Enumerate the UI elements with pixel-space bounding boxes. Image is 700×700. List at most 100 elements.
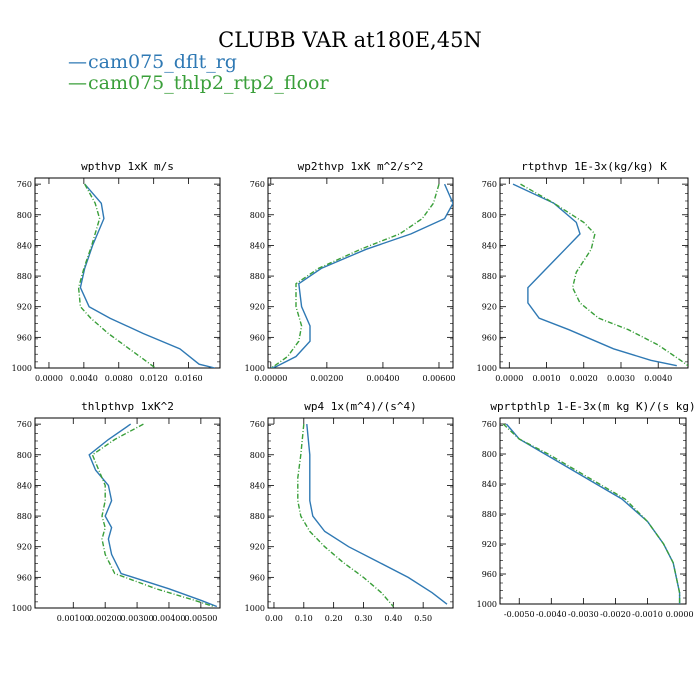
plot-frame (34, 417, 221, 609)
y-tick-label: 1000 (12, 364, 32, 373)
panel-title: wp2thvp 1xK m^2/s^2 (298, 160, 424, 173)
x-tick-label: 0.0040 (70, 374, 98, 383)
x-tick-label: 0.30 (355, 614, 373, 623)
y-tick-label: 960 (482, 570, 497, 579)
y-tick-label: 1000 (477, 364, 497, 373)
y-tick-label: 960 (250, 573, 265, 582)
y-tick-label: 760 (17, 180, 32, 189)
panel-1: wpthvp 1xK m/s76080084088092096010000.00… (12, 160, 221, 383)
panel-title: wprtpthlp 1-E-3x(m kg K)/(s kg) (490, 400, 695, 413)
legend-entry-dflt: —cam075_dflt_rg (68, 51, 237, 73)
plot-frame (499, 417, 687, 605)
y-tick-label: 880 (17, 512, 32, 521)
x-tick-label: 0.00200 (310, 374, 343, 383)
y-tick-label: 920 (482, 303, 497, 312)
plot-frame (267, 177, 454, 369)
y-tick-label: 760 (17, 420, 32, 429)
panel-title: rtpthvp 1E-3x(kg/kg) K (521, 160, 667, 173)
y-tick-label: 760 (250, 180, 265, 189)
y-tick-label: 920 (17, 543, 32, 552)
plot-frame (34, 177, 221, 369)
panel-6: wprtpthlp 1-E-3x(m kg K)/(s kg) 760 800 840… (477, 400, 696, 619)
x-tick-label: 0.10 (295, 614, 313, 623)
x-tick-label: 0.00 (265, 614, 283, 623)
y-tick-label: 960 (482, 333, 497, 342)
x-tick-label: 0.00500 (184, 614, 217, 623)
legend-entry-floor: —cam075_thlp2_rtp2_floor (68, 72, 329, 94)
x-tick-label: 0.0160 (175, 374, 203, 383)
y-tick-label: 880 (482, 510, 497, 519)
series-line-dflt (505, 423, 681, 604)
panel-title: wpthvp 1xK m/s (81, 160, 174, 173)
series-line-dflt (88, 423, 218, 608)
y-tick-label: 1000 (245, 604, 265, 613)
x-tick-label: 0.0020 (570, 374, 598, 383)
x-tick-label: 0.00300 (121, 614, 154, 623)
series-line-floor (77, 183, 156, 368)
panel-title: wp4 1x(m^4)/(s^4) (304, 400, 417, 413)
figure-title: CLUBB VAR at180E,45N (218, 28, 482, 52)
x-tick-label: -0.0010 (632, 610, 663, 619)
series-line-dflt (306, 424, 448, 605)
y-tick-label: 840 (17, 481, 32, 490)
y-tick-label: 800 (482, 450, 497, 459)
series-line-floor (502, 423, 681, 604)
y-tick-label: 1000 (12, 604, 32, 613)
panel-3: rtpthvp 1E-3x(kg/kg) K 760 800 840 880 920 960… (477, 160, 689, 383)
y-tick-label: 800 (17, 451, 32, 460)
x-tick-label: 0.0040 (644, 374, 672, 383)
panel-4: thlpthvp 1xK^2 760 800 840 880 920 960 1000 0.00… (12, 400, 221, 623)
y-tick-label: 920 (250, 303, 265, 312)
x-tick-label: 0.0010 (533, 374, 561, 383)
y-tick-label: 960 (17, 573, 32, 582)
panel-2: wp2thvp 1xK m^2/s^2 760 800 840 880 920 960 100… (245, 160, 456, 383)
y-tick-label: 960 (17, 333, 32, 342)
series-line-floor (270, 183, 440, 368)
x-tick-label: 0.0030 (607, 374, 635, 383)
series-line-dflt (270, 183, 453, 368)
x-tick-label: 0.0000 (666, 610, 694, 619)
y-tick-label: 760 (482, 420, 497, 429)
y-tick-label: 1000 (477, 600, 497, 609)
x-tick-label: 0.0000 (35, 374, 63, 383)
y-tick-label: 840 (482, 480, 497, 489)
x-tick-label: 0.00200 (89, 614, 122, 623)
x-tick-label: 0.20 (325, 614, 343, 623)
x-tick-label: 0.00100 (57, 614, 90, 623)
series-line-dflt (79, 183, 215, 368)
y-tick-label: 1000 (245, 364, 265, 373)
x-tick-label: 0.00400 (152, 614, 185, 623)
y-tick-label: 800 (17, 211, 32, 220)
y-tick-label: 840 (250, 241, 265, 250)
series-line-floor (520, 183, 688, 367)
x-tick-label: 0.0120 (140, 374, 168, 383)
y-tick-label: 880 (17, 272, 32, 281)
y-tick-label: 920 (482, 540, 497, 549)
plot-frame (499, 177, 689, 369)
x-tick-label: 0.0080 (105, 374, 133, 383)
y-tick-label: 880 (482, 272, 497, 281)
y-tick-label: 760 (250, 420, 265, 429)
y-tick-label: 840 (17, 241, 32, 250)
x-tick-label: -0.0050 (504, 610, 535, 619)
y-tick-label: 800 (250, 451, 265, 460)
series-line-floor (297, 424, 394, 607)
y-tick-label: 960 (250, 333, 265, 342)
y-tick-label: 840 (482, 241, 497, 250)
x-tick-label: -0.0020 (600, 610, 631, 619)
y-tick-label: 800 (482, 211, 497, 220)
x-tick-label: 0.50 (414, 614, 432, 623)
x-tick-label: 0.40 (384, 614, 402, 623)
x-tick-label: -0.0030 (568, 610, 599, 619)
series-line-dflt (512, 183, 677, 367)
y-tick-label: 920 (250, 543, 265, 552)
legend-label: cam075_dflt_rg (88, 51, 237, 73)
panel-title: thlpthvp 1xK^2 (81, 400, 174, 413)
x-tick-label: 0.00000 (254, 374, 287, 383)
x-tick-label: 0.00600 (422, 374, 455, 383)
x-tick-label: 0.0000 (495, 374, 523, 383)
series-line-floor (91, 423, 214, 608)
y-tick-label: 840 (250, 481, 265, 490)
y-tick-label: 920 (17, 303, 32, 312)
